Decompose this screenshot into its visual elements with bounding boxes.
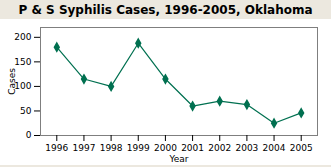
- svg-text:Year: Year: [168, 154, 188, 164]
- svg-text:1998: 1998: [100, 143, 123, 153]
- svg-text:2005: 2005: [290, 143, 313, 153]
- svg-text:1996: 1996: [45, 143, 68, 153]
- svg-text:2002: 2002: [208, 143, 231, 153]
- svg-text:0: 0: [26, 130, 32, 140]
- svg-text:2003: 2003: [235, 143, 258, 153]
- svg-text:50: 50: [20, 106, 32, 116]
- svg-text:100: 100: [14, 81, 31, 91]
- svg-text:200: 200: [14, 32, 31, 42]
- html-text:P & S Syphilis Cases, 1996-200: P & S Syphilis Cases, 1996-2005, Oklahom…: [18, 3, 313, 17]
- svg-text:2000: 2000: [154, 143, 177, 153]
- svg-text:2001: 2001: [181, 143, 204, 153]
- svg-text:Cases: Cases: [7, 68, 17, 95]
- svg-text:2004: 2004: [263, 143, 286, 153]
- svg-text:1999: 1999: [127, 143, 150, 153]
- svg-text:1997: 1997: [72, 143, 95, 153]
- svg-text:150: 150: [14, 57, 31, 67]
